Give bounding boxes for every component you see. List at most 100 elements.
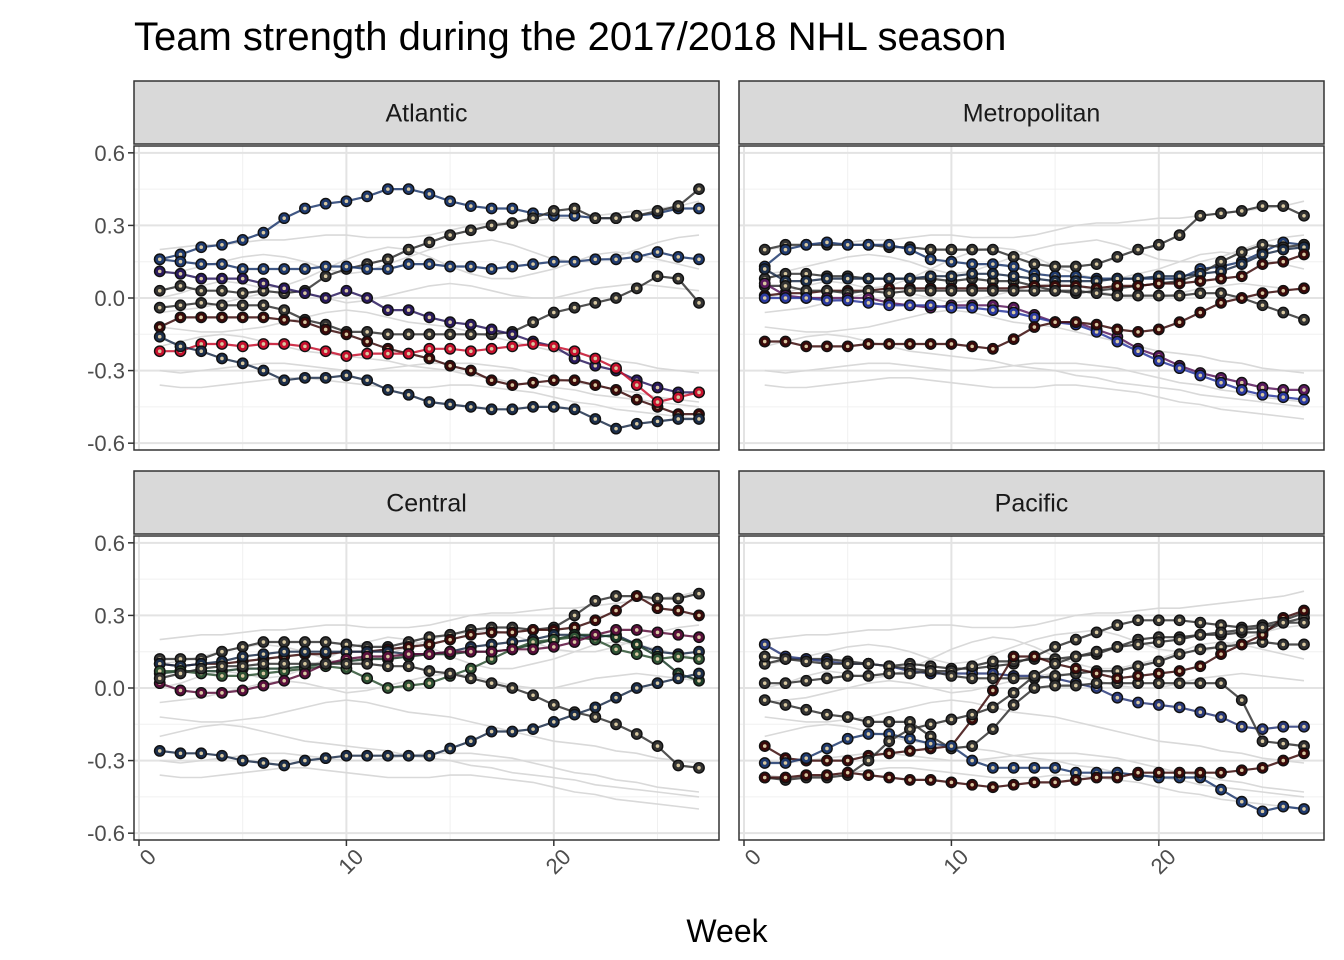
team-point-center (970, 305, 974, 310)
x-axis-title: Week (686, 913, 768, 949)
team-point-center (1157, 274, 1161, 279)
team-point-center (1074, 666, 1078, 671)
team-point-center (593, 705, 598, 710)
team-point-center (762, 698, 767, 702)
team-point-center (634, 255, 639, 259)
team-point-center (991, 262, 995, 266)
team-point-center (1219, 301, 1223, 305)
team-point-center (1157, 242, 1161, 247)
team-point-center (469, 666, 473, 671)
team-point-center (240, 674, 245, 678)
team-point-center (908, 671, 912, 676)
team-point-center (634, 383, 639, 387)
team-point-center (593, 417, 598, 421)
team-point-center (469, 228, 473, 233)
team-point-center (344, 753, 349, 758)
team-point-center (887, 732, 891, 736)
team-point-center (406, 664, 411, 669)
team-point-center (887, 291, 891, 295)
team-point-center (970, 664, 974, 669)
team-point-center (1302, 608, 1306, 613)
team-point-center (323, 201, 328, 206)
team-point-center (887, 775, 891, 780)
team-point-center (1011, 255, 1016, 259)
team-point-center (572, 625, 577, 630)
team-point-center (261, 230, 266, 235)
team-point-center (804, 756, 809, 760)
team-point-center (949, 259, 954, 264)
team-point-center (949, 780, 954, 785)
team-point-center (1281, 804, 1286, 809)
team-point-center (845, 770, 850, 775)
team-point-center (178, 315, 183, 320)
background-team-line (159, 590, 700, 641)
team-point-center (804, 773, 809, 777)
team-point-center (572, 378, 577, 383)
team-point-center (572, 349, 577, 354)
team-point-center (552, 378, 556, 383)
team-point-center (448, 320, 452, 324)
team-point-center (1219, 259, 1223, 264)
team-point-center (1011, 691, 1016, 695)
team-point-center (697, 766, 701, 770)
team-point-center (783, 761, 788, 765)
team-point-center (469, 405, 473, 409)
team-point-center (783, 681, 788, 685)
team-point-center (676, 676, 681, 681)
team-point-center (1239, 698, 1244, 702)
team-point-center (634, 397, 639, 402)
team-point-center (572, 305, 577, 310)
team-point-center (1157, 618, 1161, 623)
team-point-center (655, 250, 660, 254)
team-point-center (1281, 741, 1286, 746)
team-point-center (240, 303, 245, 308)
team-point-center (1115, 695, 1120, 700)
team-point-center (220, 262, 224, 266)
team-point-center (240, 315, 245, 320)
team-point-center (552, 310, 556, 315)
team-point-center (282, 649, 286, 654)
team-point-center (1136, 664, 1140, 669)
team-point-center (572, 259, 577, 264)
team-point-center (1157, 293, 1161, 298)
team-point-center (1032, 766, 1037, 770)
team-point-center (323, 349, 328, 354)
team-point-center (427, 332, 432, 337)
team-point-center (1032, 315, 1037, 320)
team-point-center (406, 332, 411, 337)
team-point-center (1239, 768, 1244, 773)
team-point-center (303, 376, 307, 380)
team-point-center (427, 315, 432, 320)
team-point-center (1177, 293, 1182, 298)
team-point-center (489, 681, 494, 685)
y-tick-label: 0.0 (94, 676, 125, 701)
team-point-center (593, 363, 598, 368)
team-point-center (908, 342, 912, 346)
team-point-center (323, 296, 328, 300)
team-point-center (991, 659, 995, 664)
team-point-center (845, 344, 850, 349)
team-point-center (676, 596, 681, 601)
team-point-center (1239, 250, 1244, 254)
team-point-center (1198, 620, 1203, 625)
team-point-center (697, 591, 701, 596)
team-point-center (1094, 279, 1099, 283)
team-point-center (949, 247, 954, 252)
team-point-center (1011, 264, 1016, 269)
team-point-center (1136, 674, 1140, 678)
team-point-center (1239, 628, 1244, 632)
team-point-center (531, 320, 535, 324)
team-point-center (282, 308, 286, 312)
team-point-center (804, 678, 809, 683)
team-point-center (887, 303, 891, 308)
background-team-line (764, 590, 1305, 641)
team-point-center (157, 325, 162, 329)
team-point-center (240, 688, 245, 693)
team-point-center (845, 242, 850, 247)
team-point-center (261, 671, 266, 676)
team-point-center (655, 419, 660, 424)
team-point-center (762, 775, 767, 780)
team-point-center (344, 642, 349, 647)
team-point-center (697, 657, 701, 661)
team-point-center (991, 347, 995, 351)
